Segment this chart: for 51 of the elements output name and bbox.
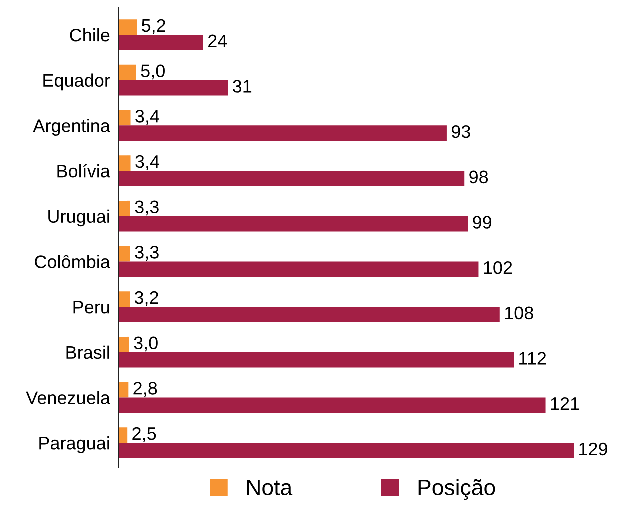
y-tick-label: Bolívia [58,164,110,178]
legend-label: Posição [418,479,496,500]
data-label: 108 [505,306,534,320]
data-label: 112 [520,352,546,365]
bar [118,200,130,216]
data-label: 3,3 [135,246,159,261]
bar [118,80,228,96]
data-label: 3,3 [135,200,159,216]
bar [118,64,136,80]
y-tick-label: Argentina [33,119,110,136]
y-tick-label: Uruguai [48,210,110,227]
data-label: 5,2 [142,19,166,34]
data-label: 3,2 [134,291,158,306]
y-tick-label: Colômbia [35,255,110,268]
bar [118,246,130,262]
bar [118,428,128,444]
data-label: 24 [208,34,228,48]
bar [118,110,131,126]
y-tick-label: Paraguai [40,436,110,454]
y-tick-label: Venezuela [26,391,110,404]
bar [118,307,500,322]
data-label: 3,0 [134,336,158,352]
data-label: 99 [473,216,492,229]
bar [118,20,138,36]
bar [118,336,130,352]
bar [118,126,447,142]
y-tick-label: Peru [74,301,110,314]
bar [118,352,514,368]
legend-label: Nota [247,480,293,496]
bar [118,443,574,458]
data-label: 3,4 [136,110,160,125]
y-tick-label: Brasil [66,346,110,360]
bar [118,35,204,50]
y-tick-label: Chile [70,28,110,42]
data-label: 102 [484,261,512,274]
bar [118,171,465,186]
data-label: 2,8 [134,382,158,397]
data-label: 129 [580,442,608,456]
data-label: 93 [452,125,470,138]
bar [118,216,468,232]
bar [118,398,546,414]
data-label: 5,0 [141,64,165,80]
data-label: 121 [551,397,580,410]
data-label: 98 [470,170,488,184]
data-label: 3,4 [136,155,160,170]
bar [118,262,479,278]
data-label: 31 [233,80,252,93]
bar [118,156,131,172]
bar [118,292,130,308]
data-label: 2,5 [132,427,156,442]
y-tick-label: Equador [44,74,110,91]
